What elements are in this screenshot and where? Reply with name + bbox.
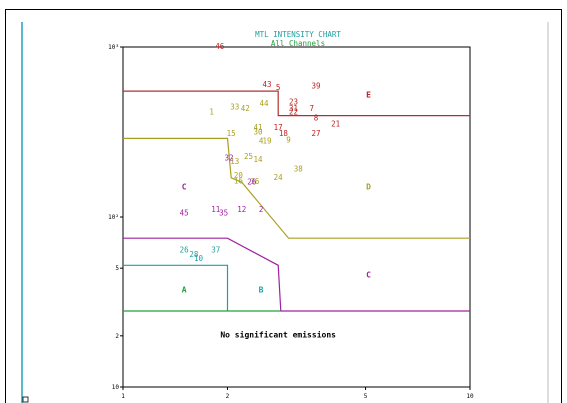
chart-subtitle: All Channels: [271, 39, 325, 48]
data-point-label: 36: [250, 177, 260, 186]
data-point-label: 13: [230, 157, 239, 166]
x-tick-label: 2: [226, 393, 230, 400]
x-tick-label: 1: [121, 393, 125, 400]
data-point-label: 44: [260, 99, 270, 108]
data-point-label: 38: [294, 165, 304, 174]
zone-label: C: [182, 183, 187, 192]
data-point-label: 42: [241, 104, 250, 113]
y-tick-label: 5: [115, 265, 119, 272]
data-point-label: 45: [180, 209, 189, 218]
data-point-label: 7: [310, 104, 315, 113]
data-point-label: 33: [230, 102, 239, 111]
data-point-label: 19: [262, 137, 271, 146]
data-point-label: 28: [189, 250, 199, 259]
data-point-label: 31: [289, 104, 298, 113]
data-point-label: 10: [194, 254, 204, 263]
data-point-label: 30: [254, 128, 264, 137]
zone-boundaries: [123, 90, 470, 312]
window-border: [5, 9, 562, 403]
chart-title: MTL INTENSITY CHART: [255, 30, 341, 39]
zone-boundary-line: [123, 137, 470, 239]
zone-boundary-line: [123, 237, 470, 312]
x-tick-label: 5: [364, 393, 368, 400]
zone-label: B: [259, 285, 264, 294]
zone-label: E: [366, 90, 371, 99]
scroll-corner-box[interactable]: [22, 396, 29, 403]
data-point-label: 24: [274, 173, 284, 182]
data-point-label: 21: [331, 120, 340, 129]
data-point-label: 16: [234, 177, 244, 186]
data-point-label: 26: [247, 178, 257, 187]
data-point-label: 43: [262, 80, 271, 89]
zone-boundary-line: [123, 90, 470, 117]
y-tick-label: 10²: [108, 214, 119, 221]
data-point-label: 4: [259, 137, 264, 146]
data-point-label: 37: [211, 245, 220, 254]
data-point-label: 26: [180, 245, 190, 254]
y-tick-label: 10³: [108, 44, 119, 51]
zone-label: A: [182, 285, 187, 294]
data-point-label: 27: [312, 129, 321, 138]
zone-label: D: [366, 183, 371, 192]
data-point-label: 41: [254, 123, 263, 132]
data-point-label: 46: [215, 42, 225, 51]
data-point-label: 25: [244, 152, 253, 161]
data-point-label: 32: [224, 153, 233, 162]
data-point-label: 39: [312, 82, 321, 91]
data-point-label: 9: [286, 135, 291, 144]
data-point-label: 35: [219, 209, 228, 218]
data-point-label: 20: [234, 171, 244, 180]
zone-labels: A B C C D E: [182, 90, 371, 294]
no-emissions-annotation: No significant emissions: [220, 330, 336, 340]
data-point-label: 14: [254, 155, 264, 164]
data-point-label: 15: [227, 129, 236, 138]
zone-boundary-line: [123, 264, 229, 311]
data-point-label: 12: [237, 205, 246, 214]
data-point-label: 1: [209, 108, 214, 117]
data-point-label: 11: [211, 205, 220, 214]
data-point-label: 2: [259, 205, 264, 214]
annotations: No significant emissions: [220, 330, 336, 340]
data-point-label: 5: [276, 83, 281, 92]
y-tick-label: 10: [112, 384, 120, 391]
data-point-label: 18: [279, 129, 289, 138]
data-point-label: 17: [274, 123, 283, 132]
data-point-label: 23: [289, 97, 298, 106]
data-point-label: 8: [314, 113, 319, 122]
y-tick-label: 2: [115, 333, 119, 340]
data-point-label: 22: [289, 108, 298, 117]
x-tick-label: 10: [466, 393, 474, 400]
zone-label: C: [366, 271, 371, 280]
